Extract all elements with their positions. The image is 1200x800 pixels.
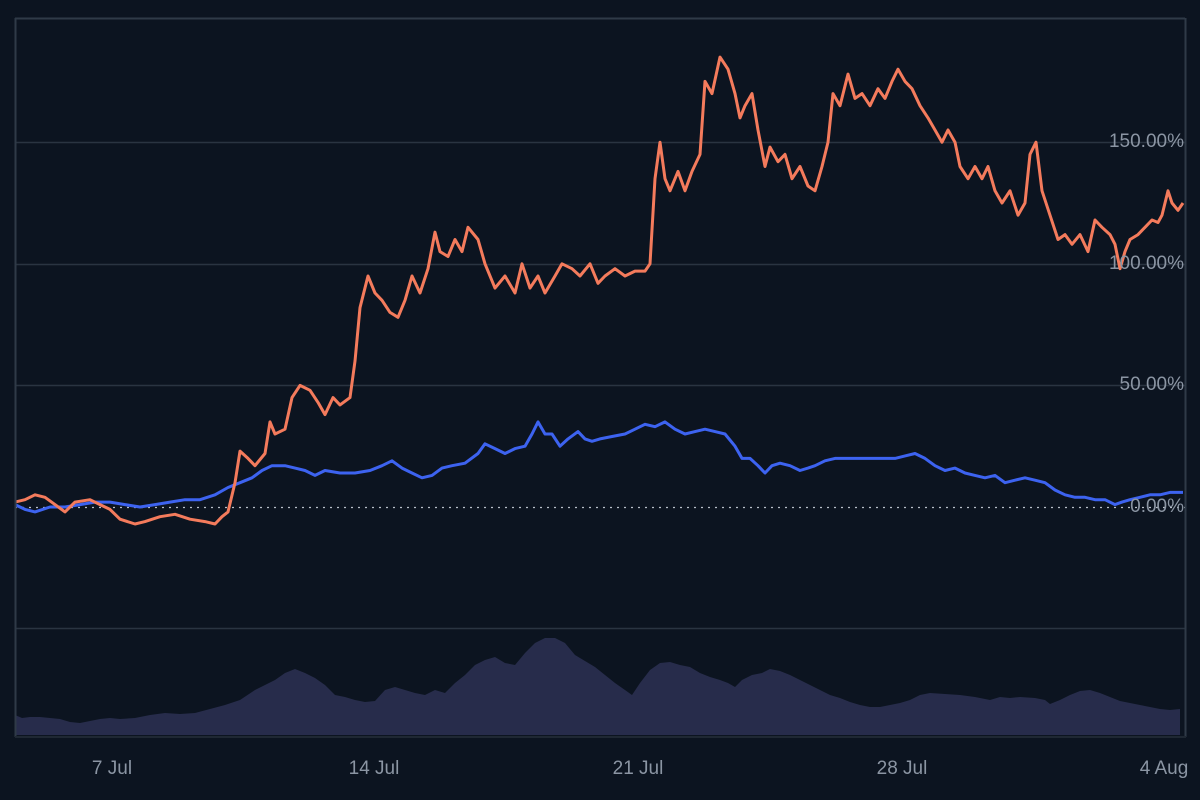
series-a-line: [14, 55, 1185, 526]
y-axis-label-50: 50.00%: [1119, 374, 1184, 395]
x-axis-label-21-jul: 21 Jul: [612, 758, 664, 779]
x-axis-label-14-jul: 14 Jul: [348, 758, 400, 779]
x-axis-label-28-jul: 28 Jul: [876, 758, 928, 779]
y-axis-label-100: 100.00%: [1108, 253, 1184, 274]
y-axis-label-0: 0.00%: [1130, 496, 1184, 517]
series-b-line: [14, 420, 1183, 514]
chart-frame: [14, 18, 1187, 738]
gridlines: [15, 17, 1185, 630]
x-axis-label-7-jul: 7 Jul: [91, 758, 133, 779]
y-axis-label-150: 150.00%: [1108, 131, 1184, 152]
x-axis-label-4-aug: 4 Aug: [1139, 758, 1189, 779]
volume-area: [15, 638, 1180, 735]
